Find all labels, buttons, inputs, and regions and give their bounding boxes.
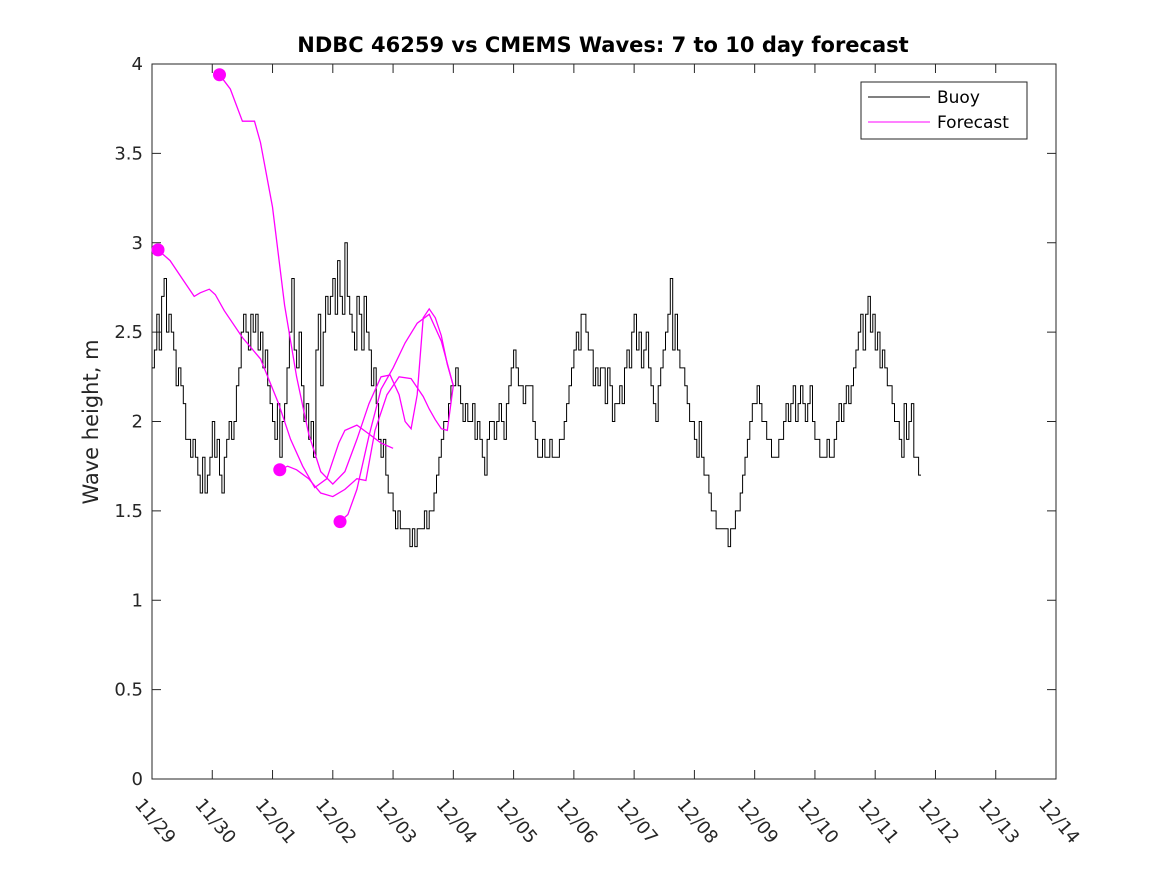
chart-title: NDBC 46259 vs CMEMS Waves: 7 to 10 day f… <box>297 33 908 57</box>
legend-box <box>860 81 1028 140</box>
forecast-run-4-start-marker <box>333 515 347 529</box>
x-tick-label: 12/01 <box>251 795 300 848</box>
x-tick-label: 12/12 <box>914 795 963 848</box>
y-axis-label: Wave height, m <box>79 339 103 504</box>
y-tick-label: 3 <box>132 233 143 254</box>
x-tick-label: 11/29 <box>130 795 179 848</box>
legend-forecast-label: Forecast <box>937 113 1009 133</box>
y-tick-label: 2 <box>132 412 143 433</box>
y-tick-label: 2.5 <box>114 322 143 343</box>
y-tick-label: 0 <box>132 769 143 790</box>
x-tick-label: 12/06 <box>552 795 601 848</box>
x-tick-label: 12/11 <box>853 795 902 848</box>
y-tick-label: 0.5 <box>114 680 143 701</box>
x-tick-label: 12/13 <box>974 795 1023 848</box>
y-tick-label: 4 <box>132 54 143 75</box>
x-tick-label: 12/10 <box>793 795 842 848</box>
x-tick-label: 12/02 <box>311 795 360 848</box>
x-tick-label: 11/30 <box>190 795 239 848</box>
x-tick-label: 12/04 <box>432 795 481 848</box>
forecast-run-3-line <box>279 376 454 498</box>
legend: Buoy Forecast <box>860 81 1028 140</box>
x-tick-label: 12/14 <box>1034 795 1083 848</box>
x-tick-label: 12/07 <box>612 795 661 848</box>
x-tick-label: 12/03 <box>371 795 420 848</box>
forecast-run-1-start-marker <box>151 243 165 257</box>
plot-area <box>151 63 1057 780</box>
forecast-run-3-start-marker <box>273 463 287 477</box>
buoy-series-line <box>152 242 921 548</box>
forecast-run-2-start-marker <box>212 68 226 82</box>
forecast-run-2-line <box>218 74 454 486</box>
y-tick-label: 1.5 <box>114 501 143 522</box>
y-tick-label: 1 <box>132 590 143 611</box>
forecast-run-4-line <box>339 313 454 523</box>
forecast-run-1-line <box>157 249 394 489</box>
x-tick-label: 12/09 <box>733 795 782 848</box>
x-tick-label: 12/05 <box>492 795 541 848</box>
y-tick-label: 3.5 <box>114 143 143 164</box>
x-tick-label: 12/08 <box>673 795 722 848</box>
legend-buoy-label: Buoy <box>937 88 980 108</box>
series-layer <box>151 68 921 548</box>
